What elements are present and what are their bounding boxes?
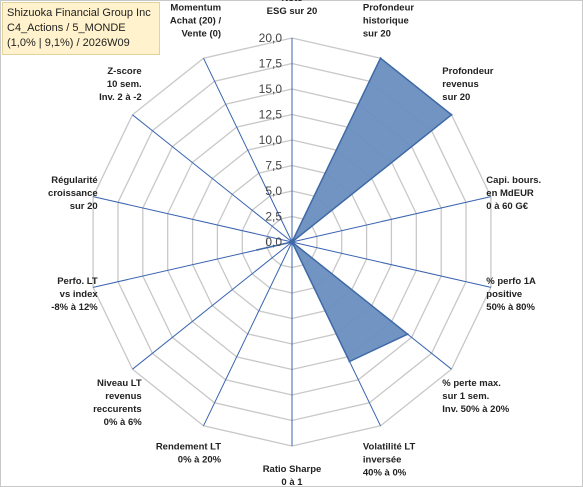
data-point bbox=[256, 248, 259, 251]
axis-label: Ratio Sharpe 0 à 1 bbox=[263, 464, 322, 487]
axis-spoke bbox=[291, 241, 492, 288]
axis-spoke bbox=[203, 57, 293, 243]
radial-tick-label: 7,5 bbox=[265, 159, 282, 173]
axis-label: Momentum Achat (20) / Vente (0) bbox=[170, 3, 222, 40]
axis-label: Z-score 10 sem. Inv. 2 à -2 bbox=[99, 66, 142, 103]
data-point bbox=[291, 241, 293, 243]
radial-tick-label: 5,0 bbox=[265, 184, 282, 198]
data-point bbox=[450, 113, 453, 116]
radial-tick-label: 2,5 bbox=[265, 210, 282, 224]
radial-tick-label: 0,0 bbox=[265, 235, 282, 249]
axis-label: Profondeur revenus sur 20 bbox=[442, 66, 493, 103]
chart-title-line: Shizuoka Financial Group Inc bbox=[7, 7, 151, 19]
axis-label: Volatilité LT inversée 40% à 0% bbox=[363, 441, 416, 478]
axis-label: Rendement LT 0% à 20% bbox=[156, 441, 222, 465]
radial-tick-label: 15,0 bbox=[259, 82, 283, 96]
data-point bbox=[379, 57, 382, 60]
chart-title-line: C4_Actions / 5_MONDE bbox=[7, 22, 126, 34]
axis-label: NoteESG sur 20 bbox=[267, 0, 318, 17]
axis-label: Capi. bours. en MdEUR 0 à 60 G€ bbox=[486, 175, 541, 212]
data-point bbox=[406, 333, 409, 336]
axis-label: Régularité croissance sur 20 bbox=[48, 175, 98, 212]
data-point bbox=[348, 360, 351, 363]
axis-label: Perfo. LT vs index -8% à 12% bbox=[51, 276, 98, 313]
axis-spoke bbox=[203, 241, 293, 427]
radial-tick-label: 20,0 bbox=[259, 31, 283, 45]
axis-label: Profondeur historique sur 20 bbox=[363, 3, 414, 40]
chart-title-line: (1,0% | 9,1%) / 2026W09 bbox=[7, 37, 130, 49]
axis-label: % perte max. sur 1 sem. Inv. 50% à 20% bbox=[442, 378, 509, 415]
axis-spoke bbox=[132, 241, 293, 370]
axis-spoke bbox=[132, 114, 293, 243]
radial-tick-label: 12,5 bbox=[259, 108, 283, 122]
radial-tick-label: 17,5 bbox=[259, 57, 283, 71]
axis-spoke bbox=[291, 196, 492, 243]
chart-title-box: Shizuoka Financial Group Inc C4_Actions … bbox=[2, 2, 160, 55]
radial-tick-label: 10,0 bbox=[259, 133, 283, 147]
axis-spoke bbox=[92, 196, 293, 243]
axis-label: Niveau LT revenus reccurents 0% à 6% bbox=[93, 378, 142, 428]
axis-label: % perfo 1A positive 50% à 80% bbox=[486, 276, 536, 313]
